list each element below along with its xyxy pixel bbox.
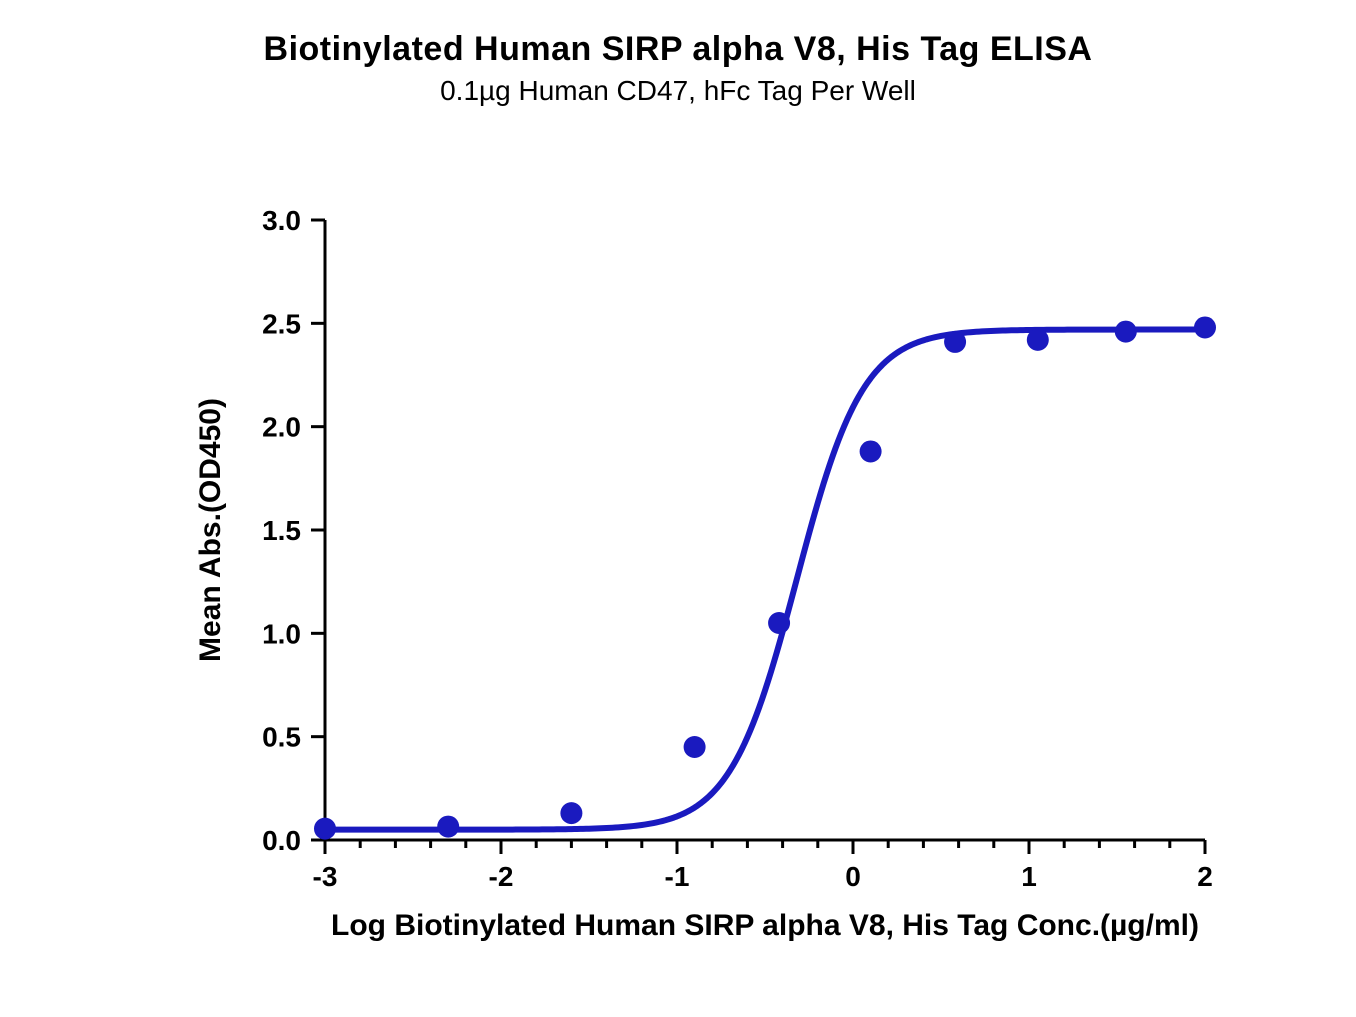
y-tick-label: 2.0 (262, 412, 301, 443)
data-point (944, 331, 966, 353)
data-point (684, 736, 706, 758)
data-point (560, 802, 582, 824)
data-point (437, 816, 459, 838)
x-tick-label: -1 (665, 861, 690, 892)
x-tick-label: 1 (1021, 861, 1037, 892)
y-tick-label: 1.5 (262, 515, 301, 546)
data-point (768, 612, 790, 634)
y-tick-label: 3.0 (262, 205, 301, 236)
y-tick-label: 0.5 (262, 722, 301, 753)
y-tick-label: 1.0 (262, 618, 301, 649)
x-tick-label: -3 (313, 861, 338, 892)
data-point (1115, 321, 1137, 343)
y-tick-label: 2.5 (262, 308, 301, 339)
page: Biotinylated Human SIRP alpha V8, His Ta… (0, 0, 1356, 1017)
data-point (1194, 316, 1216, 338)
y-axis-label: Mean Abs.(OD450) (194, 398, 227, 662)
chart-area: -3 -2 -1 0 1 2 0.0 0.5 1.0 1.5 2.0 2.5 3.0 Log Biotin… (0, 0, 1356, 1017)
chart-svg: -3 -2 -1 0 1 2 0.0 0.5 1.0 1.5 2.0 2.5 3.0 Log Biotin… (0, 0, 1356, 1017)
data-point (860, 440, 882, 462)
fit-curve (325, 330, 1205, 830)
x-tick-label: 2 (1197, 861, 1213, 892)
y-tick-label: 0.0 (262, 825, 301, 856)
x-tick-label: -2 (489, 861, 514, 892)
data-point (1027, 329, 1049, 351)
x-tick-label: 0 (845, 861, 861, 892)
x-axis-label: Log Biotinylated Human SIRP alpha V8, Hi… (331, 909, 1199, 942)
data-point (314, 818, 336, 840)
